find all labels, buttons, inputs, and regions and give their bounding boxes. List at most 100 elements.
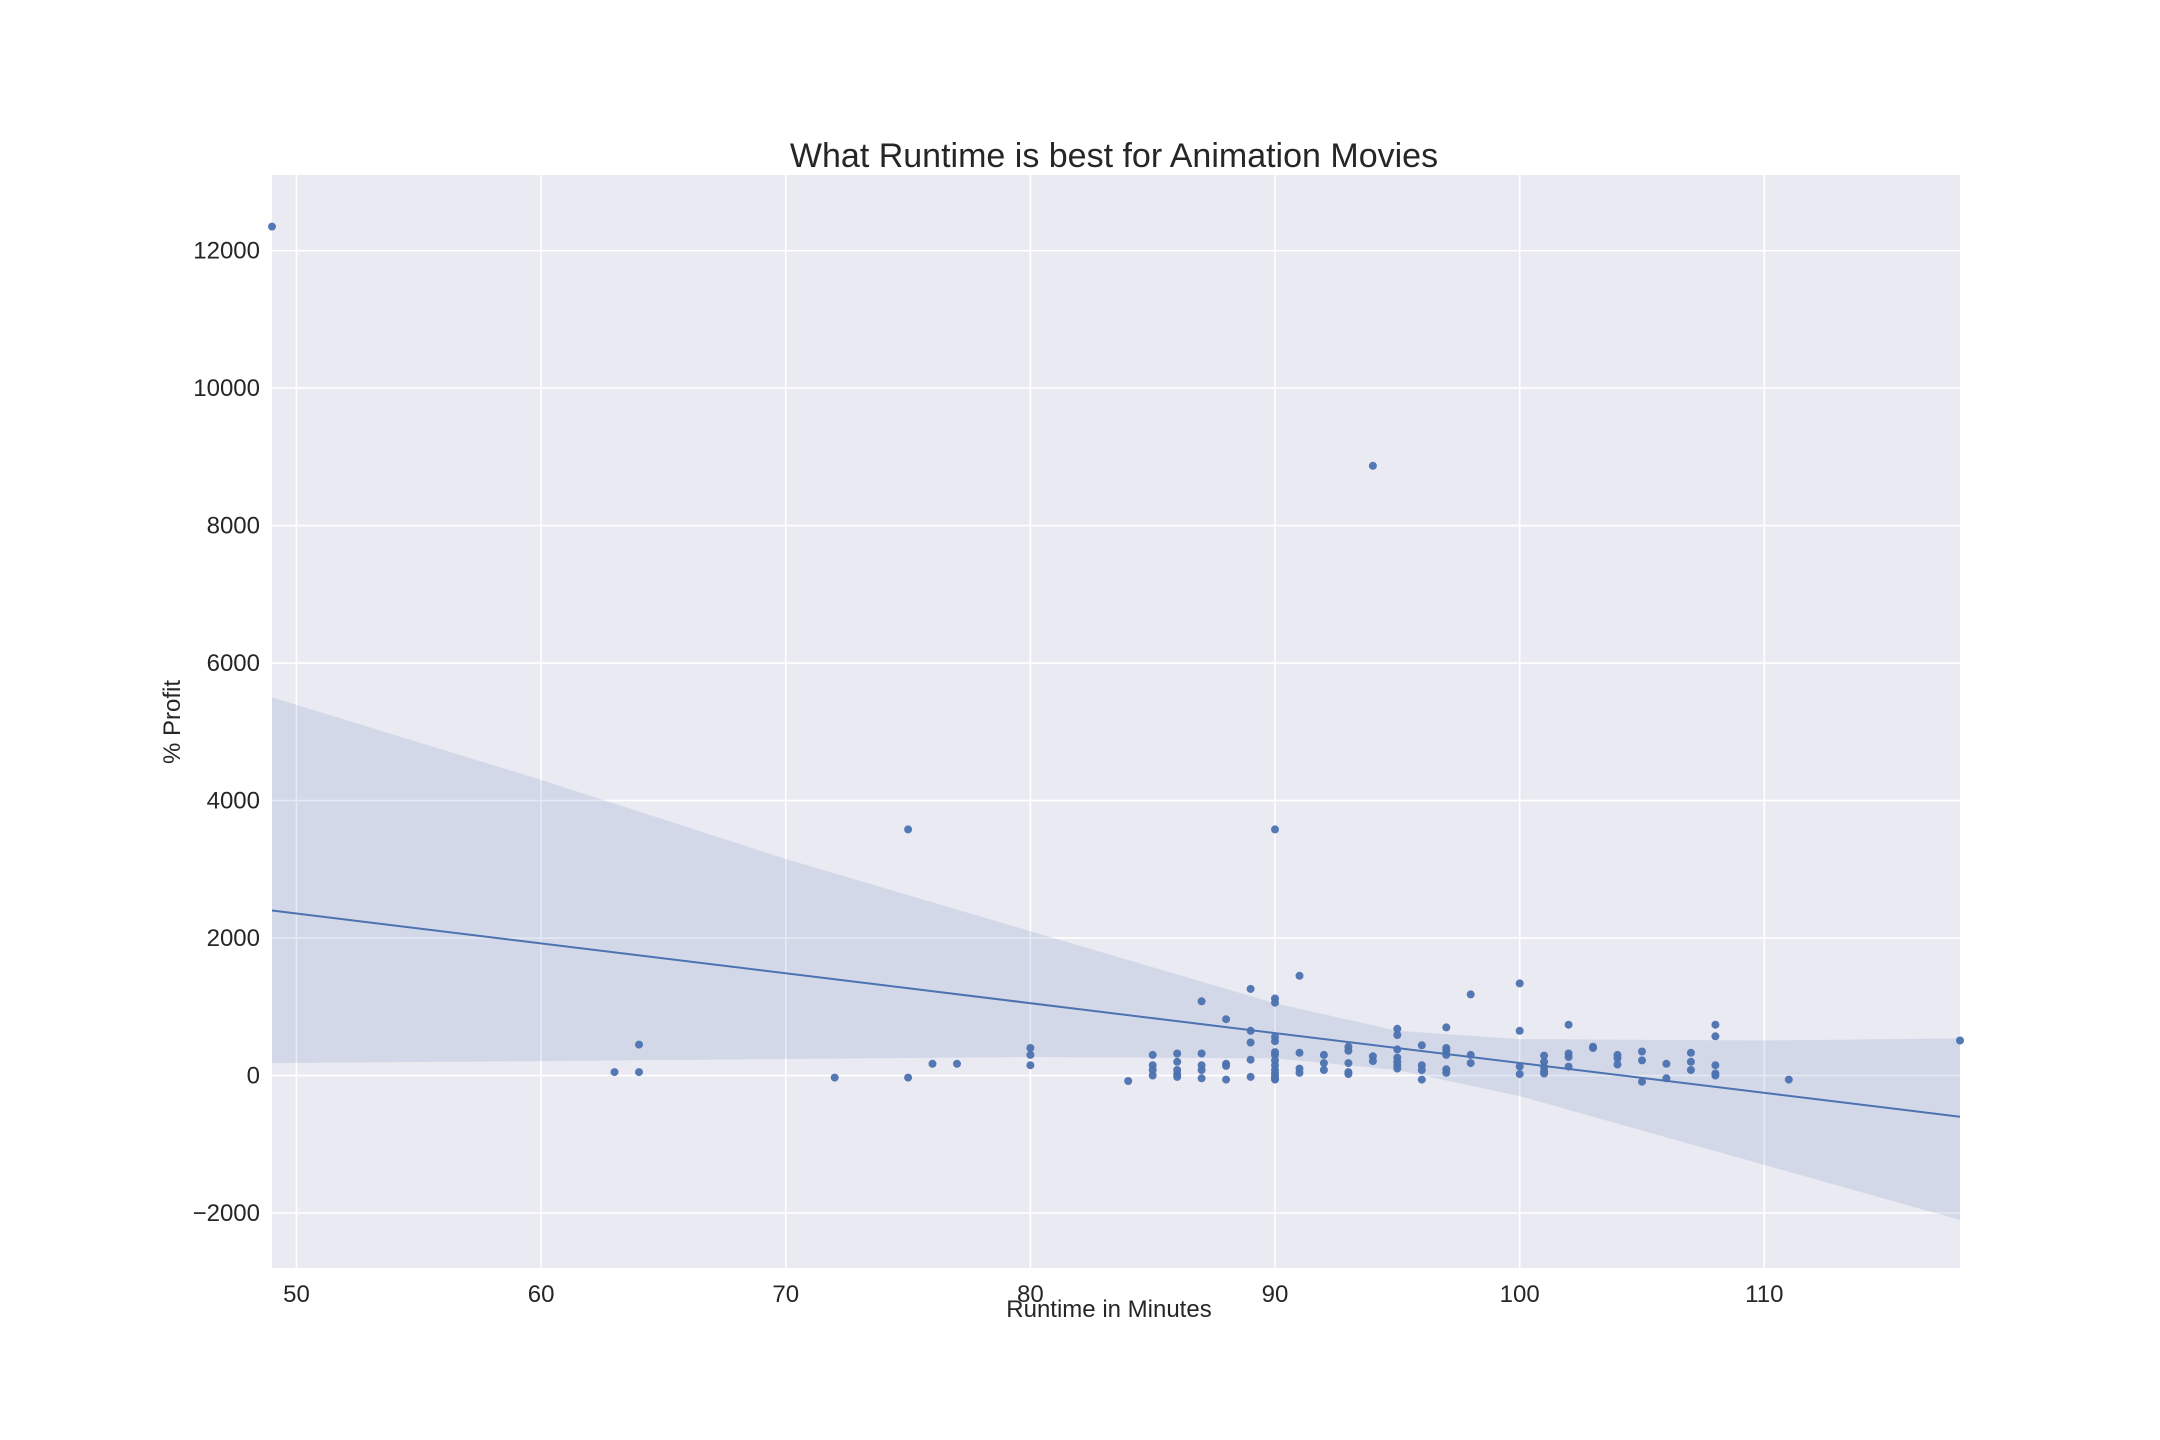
data-point [1638,1077,1646,1086]
y-tick-label: 8000 [207,513,260,540]
y-tick-label: −2000 [193,1200,260,1227]
data-point [1271,1037,1279,1046]
data-point [1466,1059,1475,1068]
data-point [1613,1060,1622,1069]
data-point [1222,1075,1231,1084]
data-point [1662,1059,1671,1068]
y-tick-label: 10000 [193,375,260,402]
data-point [1417,1041,1426,1050]
chart-title: What Runtime is best for Animation Movie… [790,137,1438,175]
y-tick-label: 2000 [207,925,260,952]
data-point [635,1068,643,1077]
data-point [1344,1046,1353,1055]
data-point [1417,1075,1426,1084]
data-point [1271,998,1279,1007]
data-point [1711,1071,1720,1080]
data-point [1711,1061,1720,1070]
y-tick-label: 4000 [207,788,260,815]
data-point [1295,1068,1304,1077]
data-point [1515,1026,1524,1035]
data-point [1515,979,1524,988]
y-tick-label: 6000 [207,650,260,677]
data-point [1148,1071,1157,1080]
x-tick-label: 50 [283,1281,310,1308]
data-point [1026,1044,1035,1052]
data-point [1442,1023,1451,1032]
data-point [1246,1055,1255,1064]
data-point [904,1073,913,1082]
data-point [1173,1049,1182,1058]
data-point [1295,971,1304,980]
data-point [1173,1072,1182,1081]
plot-background [272,175,1960,1268]
data-point [1197,1066,1206,1074]
data-point [1222,1061,1231,1070]
data-point [1344,1070,1353,1079]
x-tick-label: 60 [528,1281,555,1308]
data-point [1393,1045,1402,1054]
data-point [904,825,913,834]
data-point [1319,1066,1328,1074]
data-point [1246,1038,1255,1047]
data-point [1344,1059,1353,1068]
data-point [1124,1077,1133,1085]
x-tick-label: 90 [1262,1281,1289,1308]
data-point [1173,1057,1182,1066]
x-tick-label: 80 [1017,1281,1044,1308]
data-point [1613,1054,1622,1063]
data-point [1393,1031,1402,1039]
plot-area [268,175,1964,1268]
data-point [1295,1048,1304,1057]
data-point [1393,1024,1402,1033]
data-point [1393,1064,1402,1073]
data-point [1417,1066,1426,1074]
data-point [1246,984,1255,993]
regression-line [271,909,1961,1118]
data-point [1638,1047,1646,1056]
x-tick-label: 110 [1745,1281,1783,1308]
data-point [1564,1053,1573,1061]
data-point [1319,1050,1328,1059]
data-point [1368,461,1377,470]
data-point [1222,1015,1231,1024]
data-point [1589,1044,1597,1052]
y-axis-label: % Profit [159,680,186,764]
data-point [635,1040,643,1049]
data-point [1271,1050,1279,1059]
data-point [1148,1050,1157,1059]
data-point [1197,997,1206,1006]
data-point [830,1073,839,1082]
data-point [1026,1050,1035,1059]
data-point [1368,1057,1377,1066]
data-point [610,1068,619,1077]
data-point [1197,1049,1206,1058]
data-point [953,1059,961,1068]
data-point [1148,1066,1157,1074]
data-point [1540,1057,1549,1066]
data-point [268,222,276,231]
data-point [1319,1059,1328,1068]
data-point [1246,1072,1255,1081]
y-tick-label: 12000 [193,238,260,265]
data-point [1515,1062,1524,1071]
data-point [1466,990,1475,999]
data-point [1711,1032,1720,1041]
x-tick-label: 100 [1500,1281,1540,1308]
data-point [1638,1056,1646,1065]
data-point [1711,1020,1720,1029]
data-point [1540,1051,1549,1060]
data-point [1686,1066,1695,1074]
data-point [928,1059,937,1068]
data-point [1540,1069,1549,1078]
data-point [1442,1068,1451,1077]
data-point [1515,1070,1524,1079]
data-point [1271,1075,1279,1084]
x-axis-label: Runtime in Minutes [1006,1296,1211,1323]
confidence-band [272,697,1960,1220]
data-point [1686,1048,1695,1057]
x-tick-label: 70 [772,1281,799,1308]
data-point [1197,1074,1206,1083]
data-point [1564,1020,1573,1029]
